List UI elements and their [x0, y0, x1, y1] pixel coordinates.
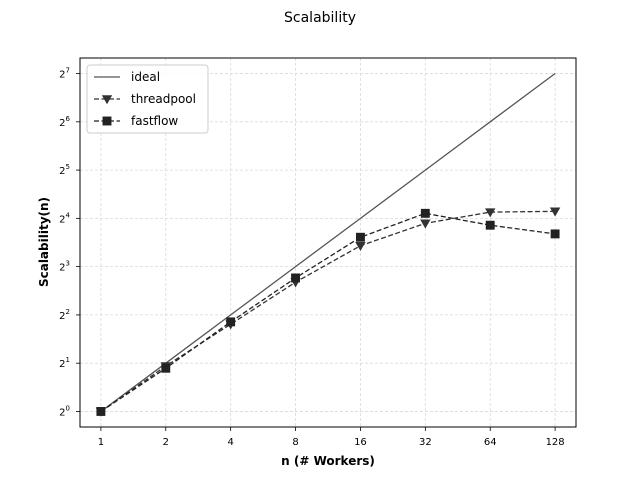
fastflow-point	[355, 232, 365, 242]
x-tick-label: 1	[98, 437, 104, 448]
fastflow-point	[161, 363, 171, 373]
series-fastflow	[96, 208, 560, 416]
y-tick-label: 20	[59, 404, 70, 418]
y-tick-label: 26	[59, 115, 70, 129]
legend-item-fastflow: fastflow	[94, 114, 178, 128]
legend-swatch-marker	[101, 95, 113, 105]
y-tick-label: 22	[59, 308, 70, 322]
x-axis-label: n (# Workers)	[281, 454, 375, 468]
fastflow-point	[291, 273, 301, 283]
x-tick-label: 128	[546, 437, 565, 448]
legend-swatch-marker	[102, 116, 112, 126]
x-axis-ticks: 1 2 4 8 16 32 64 128	[98, 427, 565, 448]
y-tick-label: 24	[59, 211, 70, 225]
x-tick-label: 4	[227, 437, 233, 448]
legend-label: ideal	[131, 70, 160, 84]
x-tick-label: 32	[419, 437, 432, 448]
threadpool-point	[420, 219, 431, 229]
series-ideal	[100, 73, 556, 412]
fastflow-line	[100, 212, 556, 413]
threadpool-point	[485, 208, 496, 218]
threadpool-point	[355, 241, 366, 252]
x-tick-label: 16	[354, 437, 367, 448]
legend: ideal threadpool fastflow	[86, 64, 209, 134]
y-axis-ticks: 20 21 22 23 24 25 26 27	[59, 67, 80, 418]
ideal-line	[100, 73, 556, 412]
fastflow-point	[96, 407, 106, 416]
y-tick-label: 25	[59, 163, 70, 177]
legend-item-threadpool: threadpool	[94, 92, 196, 106]
y-tick-label: 27	[59, 67, 70, 81]
fastflow-point	[550, 229, 560, 239]
plot-frame	[79, 57, 577, 428]
fastflow-point	[485, 220, 495, 230]
legend-label: fastflow	[131, 114, 178, 128]
legend-item-ideal: ideal	[94, 70, 160, 84]
y-tick-label: 21	[59, 356, 70, 370]
legend-box	[86, 64, 209, 134]
threadpool-point	[549, 207, 561, 217]
x-tick-label: 64	[484, 437, 497, 448]
chart-title: Scalability	[284, 10, 356, 26]
fastflow-point	[420, 208, 430, 218]
series-layer	[95, 73, 561, 417]
fastflow-point	[226, 317, 236, 327]
threadpool-line	[100, 210, 556, 412]
y-axis-label: Scalability(n)	[37, 197, 51, 287]
x-tick-label: 8	[292, 437, 298, 448]
legend-label: threadpool	[131, 92, 196, 106]
y-tick-label: 23	[59, 260, 70, 274]
x-tick-label: 2	[163, 437, 169, 448]
